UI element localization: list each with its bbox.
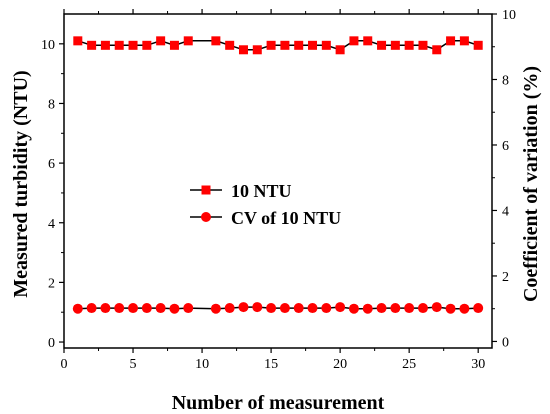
- plot-frame: [63, 13, 493, 349]
- legend-label-cv: CV of 10 NTU: [231, 208, 341, 228]
- y2-tick-label: 8: [502, 73, 509, 88]
- y-tick-label: 8: [48, 97, 55, 112]
- point-ntu: [363, 36, 373, 46]
- point-cv: [210, 303, 221, 314]
- point-cv: [238, 302, 249, 313]
- x-tick-label: 30: [471, 357, 485, 372]
- point-cv: [293, 303, 304, 314]
- point-cv: [335, 302, 346, 313]
- point-ntu: [459, 36, 469, 46]
- point-cv: [128, 303, 139, 314]
- point-cv: [431, 302, 442, 313]
- y-tick-label: 6: [48, 157, 55, 172]
- point-cv: [114, 303, 125, 314]
- x-tick-label: 5: [130, 357, 137, 372]
- legend-marker-cv: [201, 212, 211, 222]
- point-cv: [362, 303, 373, 314]
- point-ntu: [377, 40, 387, 50]
- point-cv: [224, 303, 235, 314]
- point-cv: [348, 303, 359, 314]
- point-cv: [266, 303, 277, 314]
- point-ntu: [432, 45, 442, 55]
- y-tick-label: 10: [41, 38, 55, 53]
- point-cv: [404, 303, 415, 314]
- legend: 10 NTU CV of 10 NTU: [190, 181, 341, 228]
- point-ntu: [183, 36, 193, 46]
- y-axis-title: Measured turbidity (NTU): [10, 70, 32, 297]
- point-ntu: [114, 40, 124, 50]
- point-ntu: [446, 36, 456, 46]
- point-cv: [279, 303, 290, 314]
- point-ntu: [294, 40, 304, 50]
- y-tick-label: 0: [48, 336, 55, 351]
- point-ntu: [238, 45, 248, 55]
- y2-tick-label: 6: [502, 139, 509, 154]
- point-cv: [321, 303, 332, 314]
- point-ntu: [128, 40, 138, 50]
- legend-marker-10-ntu: [201, 185, 211, 195]
- point-cv: [307, 303, 318, 314]
- point-ntu: [473, 40, 483, 50]
- x-tick-label: 25: [402, 357, 416, 372]
- y2-tick-label: 0: [502, 335, 509, 350]
- x-tick-label: 10: [195, 357, 209, 372]
- point-cv: [155, 303, 166, 314]
- legend-label-10-ntu: 10 NTU: [231, 181, 292, 201]
- x-tick-label: 15: [264, 357, 278, 372]
- point-ntu: [87, 40, 97, 50]
- point-cv: [252, 302, 263, 313]
- point-cv: [86, 303, 97, 314]
- y-tick-label: 2: [48, 276, 55, 291]
- point-ntu: [349, 36, 359, 46]
- point-cv: [169, 303, 180, 314]
- point-ntu: [252, 45, 262, 55]
- point-ntu: [418, 40, 428, 50]
- point-cv: [445, 303, 456, 314]
- point-ntu: [225, 40, 235, 50]
- point-cv: [473, 303, 484, 314]
- x-tick-label: 20: [333, 357, 347, 372]
- point-cv: [183, 303, 194, 314]
- y2-tick-label: 10: [502, 8, 516, 23]
- point-ntu: [390, 40, 400, 50]
- point-ntu: [156, 36, 166, 46]
- point-ntu: [211, 36, 221, 46]
- point-cv: [417, 303, 428, 314]
- point-ntu: [142, 40, 152, 50]
- point-ntu: [169, 40, 179, 50]
- y2-axis-title: Coefficient of variation (%): [520, 66, 542, 302]
- point-cv: [100, 303, 111, 314]
- y2-tick-label: 2: [502, 270, 509, 285]
- point-ntu: [321, 40, 331, 50]
- point-ntu: [404, 40, 414, 50]
- x-axis-title: Number of measurement: [172, 392, 385, 414]
- point-cv: [141, 303, 152, 314]
- point-cv: [72, 303, 83, 314]
- x-tick-label: 0: [61, 357, 68, 372]
- point-ntu: [73, 36, 83, 46]
- point-ntu: [100, 40, 110, 50]
- y2-tick-label: 4: [502, 204, 509, 219]
- point-ntu: [266, 40, 276, 50]
- point-cv: [390, 303, 401, 314]
- series-line-ntu: [77, 40, 479, 51]
- point-ntu: [335, 45, 345, 55]
- point-ntu: [308, 40, 318, 50]
- point-cv: [376, 303, 387, 314]
- y-tick-label: 4: [48, 217, 55, 232]
- point-ntu: [280, 40, 290, 50]
- point-cv: [459, 303, 470, 314]
